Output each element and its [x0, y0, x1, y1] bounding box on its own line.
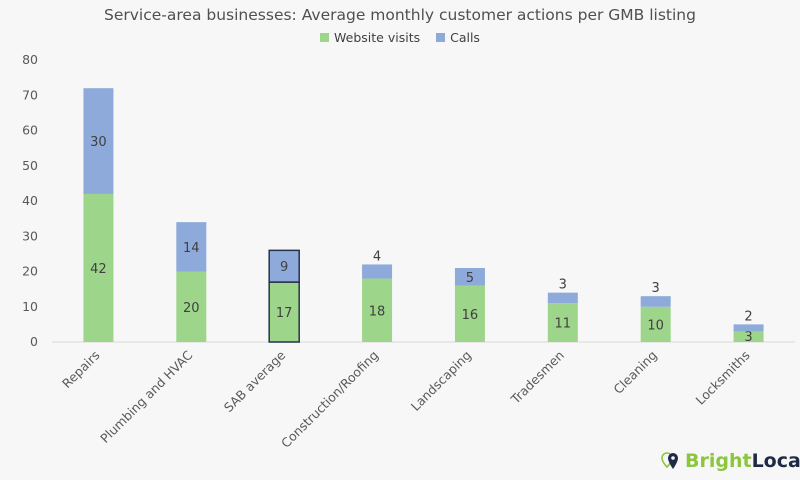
data-label: 30: [90, 135, 107, 150]
data-label: 9: [280, 260, 288, 275]
bar-website-visits: [176, 271, 207, 342]
x-tick-label: Landscaping: [408, 348, 474, 414]
x-tick-label: Repairs: [59, 348, 103, 392]
bar-calls: [733, 324, 764, 332]
data-label: 5: [466, 271, 474, 286]
bar-calls: [454, 267, 485, 286]
data-label: 3: [559, 278, 567, 293]
data-label: 3: [744, 330, 752, 345]
x-tick-label: Construction/Roofing: [278, 348, 381, 451]
bar-website-visits: [640, 306, 671, 342]
bar-website-visits: [83, 193, 114, 342]
y-tick-label: 70: [22, 87, 38, 102]
data-label: 20: [183, 301, 200, 316]
bar-calls: [547, 292, 578, 304]
chart-title: Service-area businesses: Average monthly…: [104, 6, 696, 24]
y-tick-label: 0: [30, 334, 38, 349]
legend-label: Calls: [450, 30, 480, 45]
bar-website-visits: [547, 303, 578, 342]
y-tick-label: 80: [22, 52, 38, 67]
bar-calls: [83, 88, 114, 194]
y-tick-label: 60: [22, 123, 38, 138]
y-tick-label: 10: [22, 299, 38, 314]
bar-website-visits: [733, 331, 764, 342]
legend-item-calls: Calls: [436, 30, 480, 45]
legend-item-website-visits: Website visits: [320, 30, 420, 45]
x-tick-label: Plumbing and HVAC: [97, 347, 196, 446]
bar-website-visits: [362, 278, 393, 342]
legend-swatch: [436, 33, 446, 42]
data-label: 11: [555, 317, 572, 332]
data-label: 3: [652, 281, 660, 296]
data-label: 10: [647, 318, 664, 333]
y-tick-label: 20: [22, 264, 38, 279]
legend: Website visits Calls: [0, 30, 800, 45]
data-label: 17: [276, 306, 293, 321]
legend-swatch: [320, 33, 330, 42]
brightlocal-logo: BrightLocal: [660, 450, 800, 472]
location-pin-icon: [661, 452, 678, 469]
data-label: 2: [744, 309, 752, 324]
data-label: 42: [90, 262, 107, 277]
data-label: 4: [373, 249, 381, 264]
data-label: 14: [183, 241, 200, 256]
bar-calls: [268, 249, 300, 283]
y-tick-label: 50: [22, 158, 38, 173]
data-label: 16: [462, 308, 479, 323]
legend-label: Website visits: [334, 30, 421, 45]
y-tick-label: 40: [22, 193, 38, 208]
x-tick-label: Cleaning: [610, 348, 659, 397]
logo-text-bright: Bright: [685, 450, 752, 472]
x-tick-label: SAB average: [221, 347, 289, 415]
logo-text-local: Local: [751, 450, 800, 472]
bar-website-visits: [454, 285, 485, 342]
data-label: 18: [369, 304, 386, 319]
bar-calls: [176, 222, 207, 272]
x-tick-label: Locksmiths: [693, 348, 753, 408]
y-tick-label: 30: [22, 228, 38, 243]
bar-website-visits: [268, 281, 300, 343]
bar-calls: [640, 296, 671, 307]
x-tick-label: Tradesmen: [507, 348, 567, 408]
bar-calls: [362, 264, 393, 279]
